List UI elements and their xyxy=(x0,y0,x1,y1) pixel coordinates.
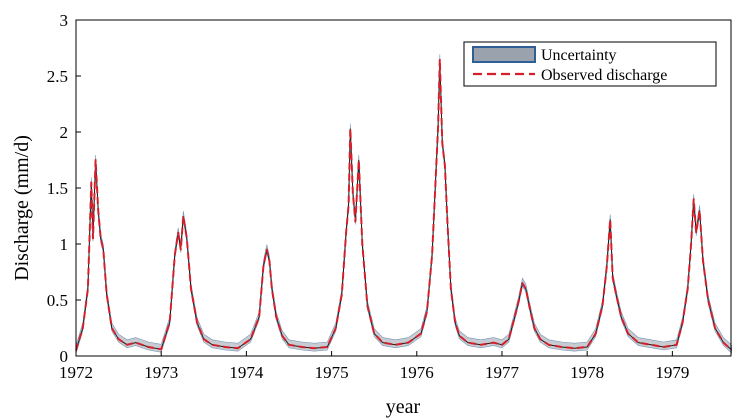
observed-discharge-shadow-line xyxy=(75,59,732,351)
legend-uncertainty-label: Uncertainty xyxy=(541,47,617,64)
y-axis-label: Discharge (mm/d) xyxy=(11,135,33,281)
observed-discharge-line xyxy=(75,58,732,352)
uncertainty-band-layer xyxy=(75,54,732,354)
x-tick-label: 1974 xyxy=(229,363,264,382)
x-tick-label: 1973 xyxy=(144,363,178,382)
x-tick-label: 1977 xyxy=(485,363,520,382)
legend-observed-label: Observed discharge xyxy=(541,67,667,84)
uncertainty-band xyxy=(75,54,732,354)
y-tick-label: 1 xyxy=(60,235,69,254)
x-tick-label: 1972 xyxy=(59,363,93,382)
x-tick-label: 1976 xyxy=(400,363,434,382)
y-tick-label: 1.5 xyxy=(47,179,68,198)
y-tick-label: 3 xyxy=(60,11,69,30)
x-tick-label: 1978 xyxy=(570,363,604,382)
x-axis-label: year xyxy=(386,396,421,418)
legend: Uncertainty Observed discharge xyxy=(463,41,717,87)
observed-series-layer xyxy=(75,58,732,352)
y-tick-label: 2 xyxy=(60,123,69,142)
x-tick-label: 1975 xyxy=(315,363,349,382)
legend-uncertainty-swatch xyxy=(472,46,536,63)
x-tick-label: 1979 xyxy=(655,363,689,382)
y-tick-label: 0 xyxy=(60,347,69,366)
y-tick-label: 2.5 xyxy=(47,67,68,86)
y-tick-label: 0.5 xyxy=(47,291,68,310)
axis-ticks: 1972 1973 1974 1975 1976 1977 1978 1979 0 0.5 1 1.5… xyxy=(47,11,690,382)
